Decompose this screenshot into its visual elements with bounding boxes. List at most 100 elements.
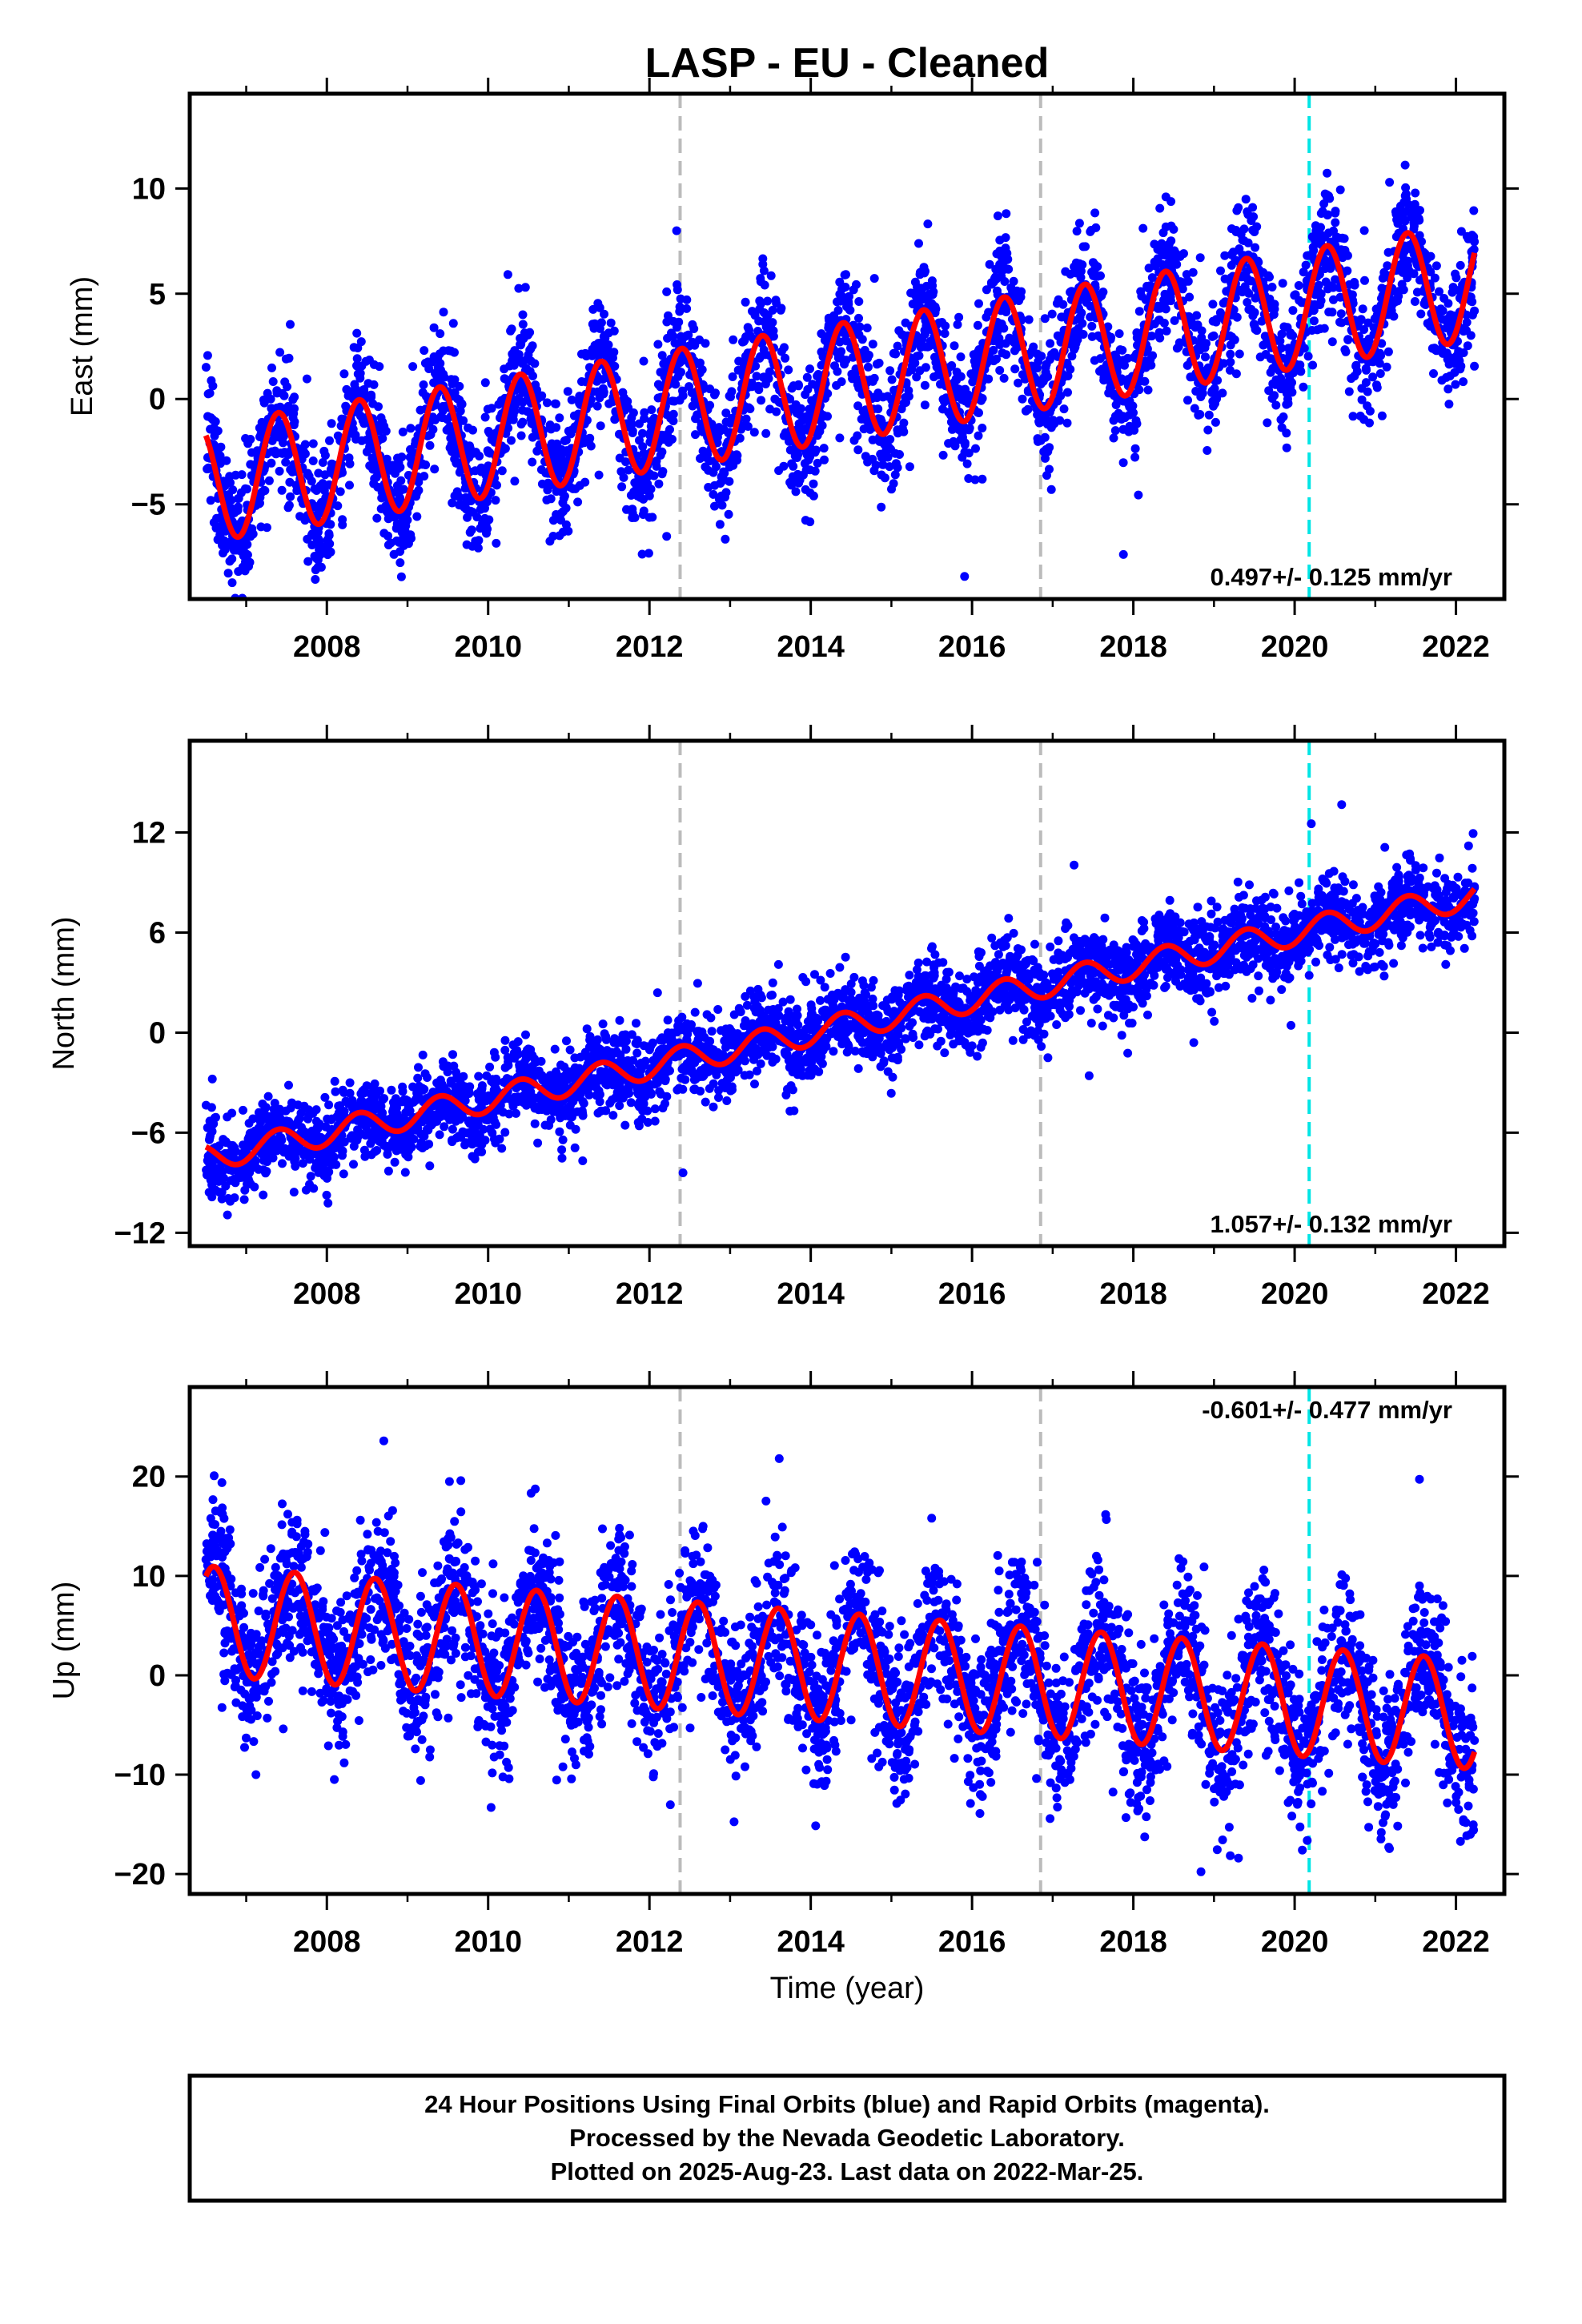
data-point bbox=[375, 420, 384, 430]
data-point bbox=[673, 285, 682, 295]
data-point bbox=[571, 484, 580, 493]
x-tick-label: 2008 bbox=[293, 630, 361, 664]
data-point bbox=[1248, 960, 1258, 970]
data-point bbox=[689, 324, 699, 333]
data-point bbox=[1361, 364, 1371, 373]
data-point bbox=[649, 413, 659, 423]
data-point bbox=[904, 392, 913, 401]
data-point bbox=[793, 381, 803, 391]
data-point bbox=[267, 404, 276, 413]
data-point bbox=[426, 430, 436, 440]
data-point bbox=[1459, 377, 1468, 387]
data-point bbox=[550, 1044, 560, 1054]
data-point bbox=[404, 539, 413, 549]
data-point bbox=[854, 313, 863, 323]
data-point bbox=[1235, 349, 1244, 359]
data-point bbox=[868, 454, 877, 464]
data-point bbox=[1110, 426, 1120, 436]
data-point bbox=[1001, 243, 1010, 253]
data-point bbox=[522, 364, 532, 373]
data-point bbox=[359, 1145, 369, 1155]
data-point bbox=[1033, 434, 1042, 444]
data-point bbox=[1301, 260, 1311, 270]
data-point bbox=[246, 460, 255, 469]
data-point bbox=[819, 444, 829, 453]
data-point bbox=[1412, 287, 1422, 297]
data-point bbox=[766, 271, 776, 280]
data-point bbox=[500, 1128, 510, 1137]
data-point bbox=[808, 380, 817, 389]
data-point bbox=[1435, 287, 1443, 296]
data-point bbox=[743, 323, 753, 332]
data-point bbox=[1078, 242, 1088, 251]
data-point bbox=[433, 352, 443, 362]
data-point bbox=[640, 414, 649, 424]
data-point bbox=[536, 392, 546, 401]
data-point bbox=[510, 407, 520, 416]
data-point bbox=[1344, 387, 1354, 396]
data-point bbox=[319, 542, 329, 552]
data-point bbox=[1438, 315, 1447, 324]
data-point bbox=[413, 1073, 423, 1083]
data-point bbox=[1109, 416, 1118, 425]
data-point bbox=[393, 453, 402, 463]
data-point bbox=[542, 495, 552, 505]
data-point bbox=[227, 537, 235, 546]
data-point bbox=[1048, 416, 1058, 425]
data-point bbox=[485, 1062, 495, 1072]
data-point bbox=[785, 445, 795, 455]
data-point bbox=[322, 1190, 331, 1200]
data-point bbox=[624, 422, 634, 432]
data-point bbox=[1174, 342, 1183, 352]
data-point bbox=[710, 501, 719, 511]
data-point bbox=[314, 505, 323, 514]
data-point bbox=[445, 421, 455, 431]
data-point bbox=[1000, 277, 1010, 286]
data-point bbox=[989, 277, 998, 287]
data-point bbox=[899, 418, 909, 428]
data-point bbox=[662, 532, 672, 541]
data-point bbox=[780, 343, 789, 352]
data-points bbox=[201, 800, 1480, 1220]
data-point bbox=[528, 372, 537, 380]
data-point bbox=[1430, 273, 1439, 283]
data-point bbox=[1010, 364, 1020, 374]
data-point bbox=[1241, 195, 1251, 204]
x-tick-label: 2010 bbox=[454, 630, 522, 664]
data-point bbox=[222, 456, 231, 465]
data-point bbox=[465, 444, 475, 453]
data-point bbox=[638, 442, 648, 452]
plot-area bbox=[201, 741, 1480, 1246]
data-point bbox=[1011, 339, 1021, 348]
data-point bbox=[815, 427, 825, 436]
data-point bbox=[1394, 287, 1403, 296]
data-point bbox=[1023, 387, 1033, 396]
data-point bbox=[978, 474, 987, 484]
data-point bbox=[1040, 432, 1050, 442]
data-point bbox=[1299, 267, 1308, 277]
data-point bbox=[690, 1007, 700, 1017]
data-point bbox=[523, 407, 532, 416]
data-point bbox=[1323, 284, 1332, 294]
data-point bbox=[970, 475, 980, 485]
data-point bbox=[1363, 401, 1372, 411]
data-point bbox=[1431, 261, 1441, 271]
data-point bbox=[518, 310, 528, 320]
data-point bbox=[429, 378, 439, 388]
data-point bbox=[518, 320, 528, 329]
data-point bbox=[662, 410, 672, 420]
data-point bbox=[481, 468, 491, 478]
data-point bbox=[1316, 209, 1326, 218]
data-point bbox=[588, 304, 598, 314]
data-point bbox=[341, 401, 351, 411]
data-point bbox=[805, 364, 814, 374]
data-point bbox=[1351, 361, 1361, 371]
data-point bbox=[938, 395, 948, 404]
data-point bbox=[390, 1157, 400, 1167]
data-point bbox=[1175, 277, 1185, 287]
data-point bbox=[567, 395, 576, 404]
data-point bbox=[1368, 357, 1378, 367]
data-point bbox=[915, 270, 925, 279]
data-point bbox=[419, 380, 428, 389]
data-point bbox=[657, 351, 667, 360]
